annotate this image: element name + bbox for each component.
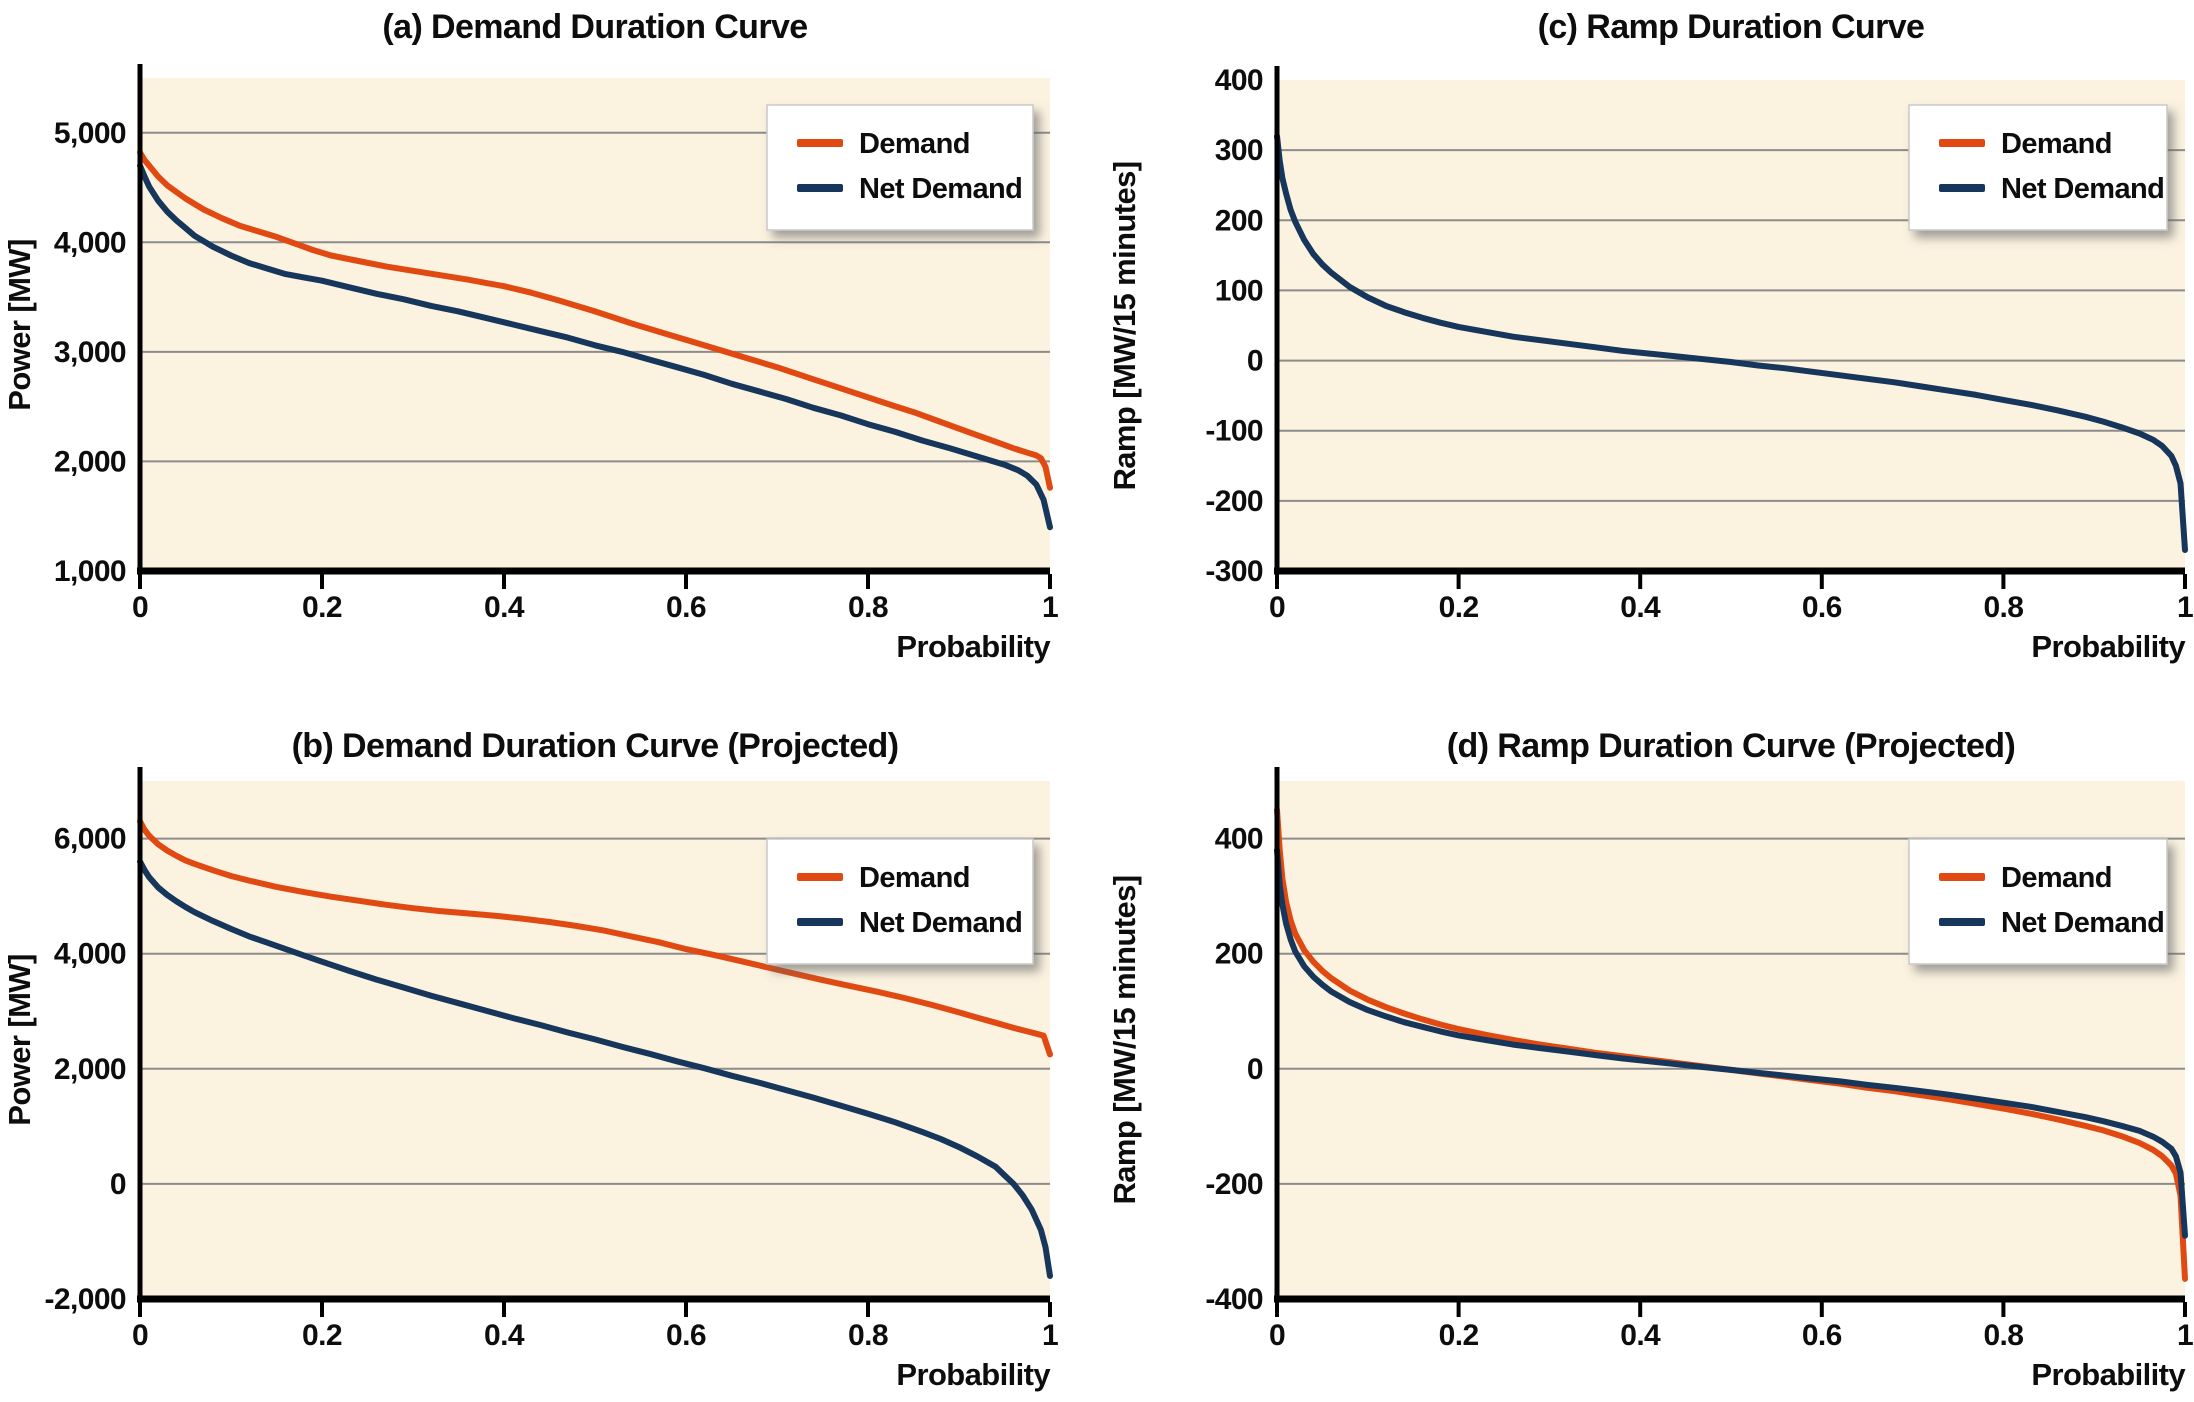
x-tick-label: 0.4: [1620, 1319, 1661, 1352]
y-tick-label: -400: [1205, 1283, 1263, 1316]
legend-label-net-demand: Net Demand: [2001, 173, 2164, 205]
y-axis-label: Ramp [MW/15 minutes]: [1107, 161, 1142, 490]
legend-label-demand: Demand: [2001, 128, 2112, 160]
chart-svg-c: 0 0.2 0.4 0.6 0.8 1 400 300 200 100 0 -100 -200 -300 (…: [1107, 8, 2194, 664]
y-axis-label: Ramp [MW/15 minutes]: [1107, 875, 1142, 1204]
chart-panel-a: 0 0.2 0.4 0.6 0.8 1 5,000 4,000 3,000 2,000 1,000 (…: [0, 0, 1097, 701]
x-tick-label: 0.2: [302, 591, 342, 624]
x-tick-label: 0.4: [1620, 591, 1661, 624]
legend-box: [1908, 838, 2168, 965]
y-tick-label: -200: [1205, 485, 1263, 518]
x-tick-label: 0.8: [848, 591, 888, 624]
x-tick-label: 0.4: [484, 591, 525, 624]
x-tick-label: 0.4: [484, 1319, 525, 1352]
x-tick-label: 0.6: [1802, 1319, 1842, 1352]
legend-box: [1908, 104, 2168, 231]
chart-title: (b) Demand Duration Curve (Projected): [292, 727, 899, 765]
net-demand-curve: [1274, 133, 2188, 553]
y-tick-label: 200: [1215, 204, 1263, 237]
chart-svg-d: 0 0.2 0.4 0.6 0.8 1 400 200 0 -200 -400 (d) Ramp Du…: [1107, 727, 2194, 1392]
y-tick-label: 6,000: [54, 823, 126, 856]
x-axis-label: Probability: [896, 629, 1051, 664]
chart-panel-b: 0 0.2 0.4 0.6 0.8 1 6,000 4,000 2,000 0 -2,000 (b) …: [0, 701, 1097, 1402]
x-tick-label: 0.6: [1802, 591, 1842, 624]
y-tick-label: 0: [1247, 1053, 1263, 1086]
x-tick-label: 1: [2177, 591, 2193, 624]
x-axis-label: Probability: [2031, 1357, 2186, 1392]
y-tick-label: 2,000: [54, 445, 126, 478]
y-tick-label: -2,000: [45, 1283, 126, 1316]
y-tick-label: -100: [1205, 415, 1263, 448]
x-tick-label: 0: [1269, 591, 1285, 624]
y-tick-label: 0: [110, 1168, 126, 1201]
net-demand-curve: [1274, 847, 2188, 1239]
y-tick-label: 300: [1215, 134, 1263, 167]
y-tick-label: -200: [1205, 1168, 1263, 1201]
chart-panel-d: 0 0.2 0.4 0.6 0.8 1 400 200 0 -200 -400 (d) Ramp Du…: [1097, 701, 2194, 1402]
legend: Demand Net Demand: [1908, 838, 2168, 965]
y-tick-label: 4,000: [54, 938, 126, 971]
x-tick-label: 0.8: [848, 1319, 888, 1352]
y-axis-label: Power [MW]: [2, 954, 37, 1125]
y-tick-label: 2,000: [54, 1053, 126, 1086]
x-tick-label: 0.8: [1983, 1319, 2023, 1352]
legend-label-net-demand: Net Demand: [859, 907, 1022, 939]
legend-swatch-demand: [797, 873, 843, 881]
legend-label-demand: Demand: [859, 128, 970, 160]
x-axis-label: Probability: [2031, 629, 2186, 664]
y-tick-label: -300: [1205, 555, 1263, 588]
x-tick-label: 1: [1042, 591, 1058, 624]
legend-swatch-demand: [1939, 873, 1985, 881]
legend: Demand Net Demand: [1908, 104, 2168, 231]
x-tick-label: 0.2: [302, 1319, 342, 1352]
legend: Demand Net Demand: [766, 104, 1034, 231]
net-demand-curve: [137, 162, 1053, 531]
demand-curve: [137, 818, 1053, 1058]
y-tick-label: 200: [1215, 938, 1263, 971]
y-tick-label: 0: [1247, 345, 1263, 378]
y-tick-label: 400: [1215, 823, 1263, 856]
y-tick-label: 4,000: [54, 226, 126, 259]
y-tick-label: 1,000: [54, 555, 126, 588]
legend-label-net-demand: Net Demand: [2001, 907, 2164, 939]
chart-svg-a: 0 0.2 0.4 0.6 0.8 1 5,000 4,000 3,000 2,000 1,000 (…: [2, 8, 1059, 664]
legend-swatch-net-demand: [797, 184, 843, 192]
legend-swatch-net-demand: [1939, 918, 1985, 926]
legend-label-demand: Demand: [2001, 862, 2112, 894]
y-axis-label: Power [MW]: [2, 239, 37, 410]
legend-swatch-net-demand: [797, 918, 843, 926]
legend-label-net-demand: Net Demand: [859, 173, 1022, 205]
chart-title: (c) Ramp Duration Curve: [1538, 8, 1925, 46]
y-tick-label: 3,000: [54, 336, 126, 369]
chart-svg-b: 0 0.2 0.4 0.6 0.8 16,0004,0002,0000-2,000(b) …: [2, 727, 1059, 1392]
legend-swatch-demand: [1939, 139, 1985, 147]
x-tick-label: 0: [132, 591, 148, 624]
x-tick-label: 1: [1042, 1319, 1058, 1352]
x-tick-label: 0: [1269, 1319, 1285, 1352]
demand-curve: [137, 149, 1053, 491]
x-tick-label: 0: [132, 1319, 148, 1352]
net-demand-curve: [137, 858, 1053, 1279]
x-tick-label: 0.2: [1439, 1319, 1479, 1352]
legend-label-demand: Demand: [859, 862, 970, 894]
x-axis-label: Probability: [896, 1357, 1051, 1392]
x-tick-label: 0.6: [666, 1319, 706, 1352]
chart-title: (a) Demand Duration Curve: [382, 8, 807, 46]
x-tick-label: 0.6: [666, 591, 706, 624]
y-tick-label: 400: [1215, 64, 1263, 97]
chart-title: (d) Ramp Duration Curve (Projected): [1447, 727, 2015, 765]
x-tick-label: 0.2: [1439, 591, 1479, 624]
y-tick-label: 100: [1215, 274, 1263, 307]
legend-box: [766, 104, 1034, 231]
x-tick-label: 1: [2177, 1319, 2193, 1352]
legend-box: [766, 838, 1034, 965]
legend-swatch-net-demand: [1939, 184, 1985, 192]
legend: Demand Net Demand: [766, 838, 1034, 965]
y-tick-label: 5,000: [54, 117, 126, 150]
legend-swatch-demand: [797, 139, 843, 147]
x-tick-label: 0.8: [1983, 591, 2023, 624]
chart-panel-c: 0 0.2 0.4 0.6 0.8 1 400 300 200 100 0 -100 -200 -300 (…: [1097, 0, 2194, 701]
